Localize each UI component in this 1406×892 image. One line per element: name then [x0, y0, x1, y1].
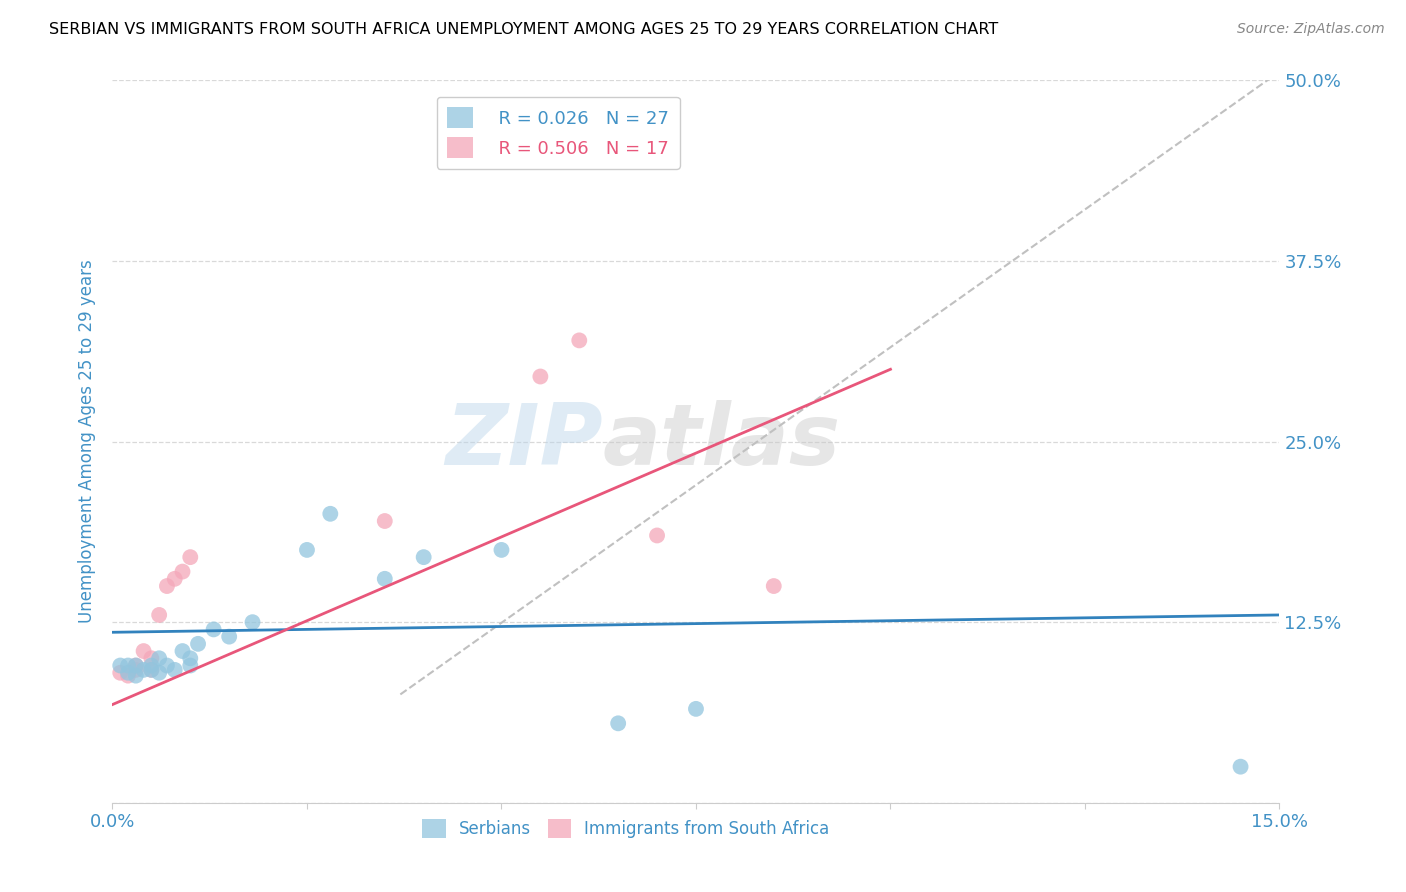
Point	[148, 651, 170, 665]
Point	[110, 658, 132, 673]
Point	[645, 528, 668, 542]
Point	[163, 663, 186, 677]
Text: Source: ZipAtlas.com: Source: ZipAtlas.com	[1237, 22, 1385, 37]
Point	[319, 507, 342, 521]
Point	[202, 623, 225, 637]
Point	[607, 716, 630, 731]
Point	[762, 579, 785, 593]
Point	[1229, 760, 1251, 774]
Point	[117, 668, 139, 682]
Point	[110, 665, 132, 680]
Point	[156, 579, 179, 593]
Point	[568, 334, 591, 348]
Point	[218, 630, 240, 644]
Y-axis label: Unemployment Among Ages 25 to 29 years: Unemployment Among Ages 25 to 29 years	[77, 260, 96, 624]
Point	[242, 615, 264, 630]
Point	[125, 658, 148, 673]
Point	[172, 644, 194, 658]
Point	[156, 658, 179, 673]
Point	[132, 644, 155, 658]
Point	[141, 658, 163, 673]
Point	[141, 663, 163, 677]
Point	[141, 663, 163, 677]
Point	[148, 607, 170, 622]
Point	[125, 668, 148, 682]
Point	[132, 663, 155, 677]
Point	[163, 572, 186, 586]
Point	[125, 663, 148, 677]
Text: ZIP: ZIP	[444, 400, 603, 483]
Point	[179, 658, 201, 673]
Text: SERBIAN VS IMMIGRANTS FROM SOUTH AFRICA UNEMPLOYMENT AMONG AGES 25 TO 29 YEARS C: SERBIAN VS IMMIGRANTS FROM SOUTH AFRICA …	[49, 22, 998, 37]
Point	[685, 702, 707, 716]
Point	[141, 651, 163, 665]
Point	[179, 651, 201, 665]
Point	[491, 542, 513, 557]
Point	[117, 665, 139, 680]
Text: atlas: atlas	[603, 400, 841, 483]
Point	[125, 658, 148, 673]
Point	[374, 514, 396, 528]
Legend: Serbians, Immigrants from South Africa: Serbians, Immigrants from South Africa	[416, 813, 837, 845]
Point	[172, 565, 194, 579]
Point	[179, 550, 201, 565]
Point	[117, 658, 139, 673]
Point	[412, 550, 434, 565]
Point	[529, 369, 551, 384]
Point	[187, 637, 209, 651]
Point	[374, 572, 396, 586]
Point	[295, 542, 318, 557]
Point	[148, 665, 170, 680]
